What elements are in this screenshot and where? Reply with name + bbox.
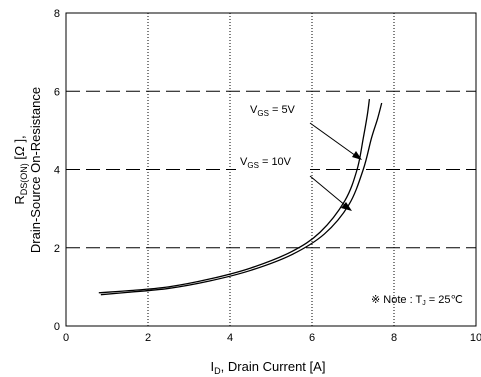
x-tick-label: 4 <box>227 332 233 344</box>
x-tick-labels: 0 2 4 6 8 10 <box>63 332 481 344</box>
x-tick-label: 10 <box>470 332 481 344</box>
vgs10-arrow <box>309 175 352 211</box>
vgs5-arrow <box>309 122 362 160</box>
vgs10-label: VGS = 10V <box>240 156 292 170</box>
y-axis-title-line2: Drain-Source On-Resistance <box>28 87 43 253</box>
y-tick-labels: 0 2 4 6 8 <box>54 8 60 333</box>
y-tick-label: 0 <box>54 321 60 333</box>
series-curves <box>98 98 383 296</box>
y-axis-title-line1: RDS(ON) [Ω ], <box>12 135 29 204</box>
vgs5-label-bg <box>248 93 310 123</box>
series-line-vgs-10v <box>100 102 383 296</box>
x-axis-title: ID, Drain Current [A] <box>211 359 326 376</box>
vgs10-label-bg <box>236 145 310 175</box>
y-tick-label: 6 <box>54 86 60 98</box>
x-tick-label: 2 <box>145 332 151 344</box>
x-tick-label: 0 <box>63 332 69 344</box>
y-tick-label: 8 <box>54 8 60 20</box>
series-line-vgs-5v <box>98 98 371 294</box>
y-tick-label: 4 <box>54 165 60 177</box>
grid-lines <box>66 13 476 326</box>
note-label: ※ Note : TJ = 25℃ <box>371 294 463 307</box>
y-tick-label: 2 <box>54 243 60 255</box>
x-tick-label: 8 <box>391 332 397 344</box>
x-tick-label: 6 <box>309 332 315 344</box>
vgs5-label: VGS = 5V <box>250 104 296 118</box>
plot-frame <box>65 12 477 327</box>
